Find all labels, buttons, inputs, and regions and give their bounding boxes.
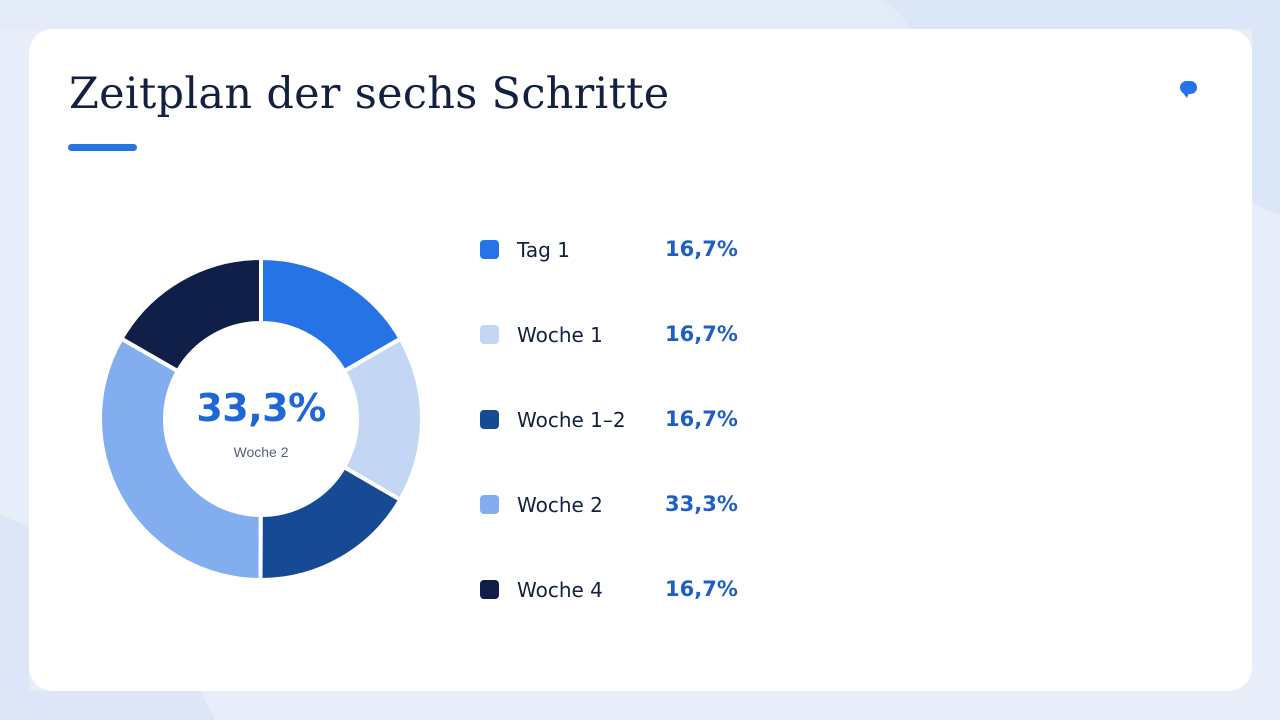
legend-swatch — [480, 240, 499, 259]
company-logo — [1168, 79, 1210, 113]
legend-item: Woche 4 16,7% — [480, 570, 780, 610]
legend-label: Woche 2 — [517, 493, 603, 517]
legend-swatch — [480, 580, 499, 599]
donut-center-value: 33,3% — [196, 386, 326, 430]
donut-slice-5 — [118, 258, 263, 374]
legend-swatch — [480, 495, 499, 514]
title-underline — [68, 144, 137, 151]
legend-label: Woche 4 — [517, 578, 603, 602]
legend-value: 16,7% — [665, 577, 738, 601]
legend-label: Woche 1 — [517, 323, 603, 347]
slide-card: Zeitplan der sechs Schritte — [29, 29, 1252, 691]
legend-value: 16,7% — [665, 322, 738, 346]
legend-item: Woche 2 33,3% — [480, 485, 780, 525]
legend-value: 16,7% — [665, 237, 738, 261]
legend-item: Woche 1–2 16,7% — [480, 400, 780, 440]
slide-title: Zeitplan der sechs Schritte — [69, 69, 670, 119]
donut-chart — [100, 258, 422, 580]
legend-label: Woche 1–2 — [517, 408, 626, 432]
legend-swatch — [480, 325, 499, 344]
legend-item: Woche 1 16,7% — [480, 315, 780, 355]
chat-bubble-icon — [1180, 81, 1197, 98]
legend-item: Tag 1 16,7% — [480, 230, 780, 270]
donut-center-label: Woche 2 — [233, 444, 289, 460]
legend-value: 33,3% — [665, 492, 738, 516]
legend-swatch — [480, 410, 499, 429]
legend-value: 16,7% — [665, 407, 738, 431]
donut-slice-4 — [100, 335, 263, 580]
legend-label: Tag 1 — [517, 238, 570, 262]
